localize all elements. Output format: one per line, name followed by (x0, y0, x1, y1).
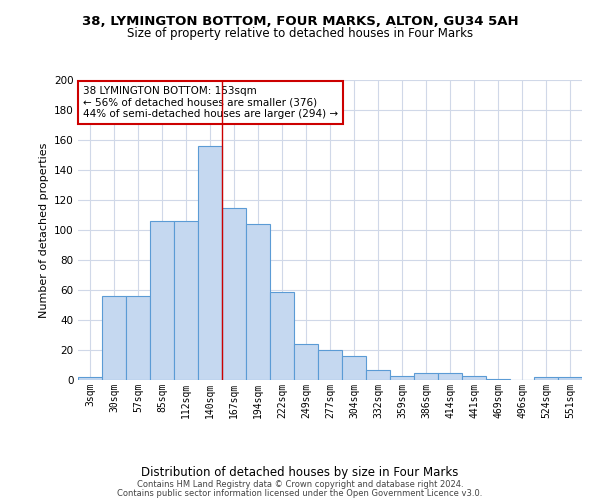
Bar (246, 224, 270, 380)
Bar (438, 372, 462, 380)
Bar (102, 296, 126, 380)
Text: Contains public sector information licensed under the Open Government Licence v3: Contains public sector information licen… (118, 488, 482, 498)
Bar (414, 372, 438, 380)
Bar (366, 370, 390, 380)
Bar (174, 221, 198, 380)
Bar (78, 377, 102, 380)
Bar (318, 350, 342, 380)
Bar (390, 376, 414, 380)
Bar (198, 146, 222, 380)
Bar (270, 292, 294, 380)
Bar (462, 376, 486, 380)
Text: 38, LYMINGTON BOTTOM, FOUR MARKS, ALTON, GU34 5AH: 38, LYMINGTON BOTTOM, FOUR MARKS, ALTON,… (82, 15, 518, 28)
Text: Contains HM Land Registry data © Crown copyright and database right 2024.: Contains HM Land Registry data © Crown c… (137, 480, 463, 489)
Text: Distribution of detached houses by size in Four Marks: Distribution of detached houses by size … (142, 466, 458, 479)
Bar (150, 221, 174, 380)
Y-axis label: Number of detached properties: Number of detached properties (38, 142, 49, 318)
Text: Size of property relative to detached houses in Four Marks: Size of property relative to detached ho… (127, 28, 473, 40)
Bar (342, 356, 366, 380)
Bar (534, 377, 558, 380)
Bar (222, 208, 246, 380)
Bar (294, 344, 318, 380)
Text: 38 LYMINGTON BOTTOM: 153sqm
← 56% of detached houses are smaller (376)
44% of se: 38 LYMINGTON BOTTOM: 153sqm ← 56% of det… (83, 86, 338, 119)
Bar (126, 296, 150, 380)
Bar (558, 377, 582, 380)
Bar (486, 378, 510, 380)
